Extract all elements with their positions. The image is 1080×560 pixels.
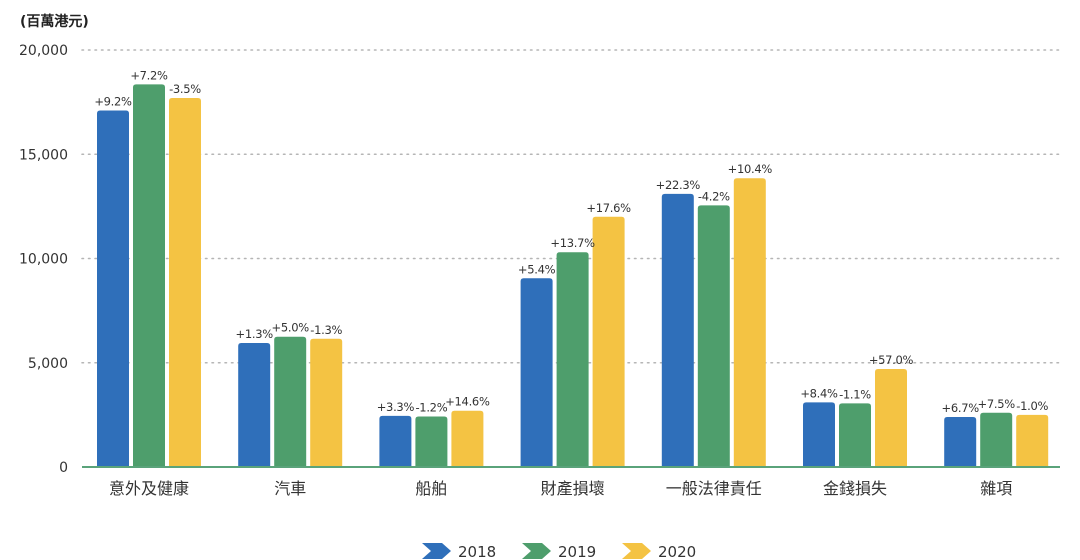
- data-label: -1.2%: [415, 401, 447, 415]
- bars: [97, 84, 1049, 468]
- y-tick-label: 10,000: [19, 252, 68, 268]
- legend-swatch-2019: [522, 543, 551, 559]
- bar-2018: [520, 278, 553, 467]
- y-tick-label: 0: [59, 460, 68, 476]
- data-label: +1.3%: [236, 327, 274, 341]
- category-label: 雜項: [980, 479, 1012, 498]
- data-label: +6.7%: [942, 401, 980, 415]
- data-label: +5.4%: [518, 262, 556, 276]
- data-label: +7.2%: [130, 68, 168, 82]
- bar-2018: [803, 402, 835, 467]
- bar-2020: [1016, 414, 1049, 467]
- bar-2019: [133, 84, 165, 467]
- legend-swatch-2020: [622, 543, 651, 559]
- data-label: -4.2%: [698, 189, 730, 203]
- y-tick-label: 5,000: [28, 356, 68, 372]
- bar-2018: [944, 416, 977, 467]
- category-label: 金錢損失: [823, 479, 887, 498]
- data-label: -1.1%: [839, 387, 871, 401]
- data-label: +57.0%: [869, 353, 914, 367]
- y-tick-label: 20,000: [19, 43, 68, 59]
- legend-swatch-2018: [422, 543, 451, 559]
- bar-2020: [169, 97, 201, 467]
- data-label: +7.5%: [978, 397, 1016, 411]
- bar-2020: [451, 410, 484, 467]
- data-labels: +9.2% +7.2%-3.5% +1.3%+5.0% -1.3% +3.3% -1.2%…: [94, 68, 1048, 415]
- bar-2019: [415, 416, 448, 467]
- data-label: +3.3%: [377, 400, 415, 414]
- bar-2019: [839, 403, 871, 467]
- category-label: 財產損壞: [541, 479, 605, 498]
- data-label: +5.0%: [272, 321, 310, 335]
- category-label: 意外及健康: [109, 479, 189, 498]
- legend-label: 2018: [458, 543, 496, 560]
- bar-2018: [379, 415, 412, 467]
- bar-2020: [875, 369, 907, 467]
- category-label: 汽車: [274, 479, 306, 498]
- bar-2019: [980, 412, 1013, 467]
- category-label: 船舶: [415, 479, 447, 498]
- bar-2020: [592, 216, 625, 467]
- legend: 2018 2019 2020: [422, 543, 696, 560]
- bar-2019: [274, 336, 307, 467]
- bar-2020: [310, 338, 343, 467]
- category-labels: 意外及健康 汽車 船舶 財產損壞 一般法律責任 金錢損失 雜項: [109, 479, 1012, 498]
- data-label: +22.3%: [656, 178, 701, 192]
- data-label: -1.3%: [310, 323, 342, 337]
- data-label: +10.4%: [728, 162, 773, 176]
- data-label: +9.2%: [94, 94, 132, 108]
- data-label: +17.6%: [586, 201, 631, 215]
- bar-2018: [238, 342, 271, 467]
- unit-label: (百萬港元): [20, 13, 89, 30]
- data-label: +8.4%: [800, 386, 838, 400]
- bar-2018: [661, 193, 694, 468]
- legend-label: 2020: [658, 543, 696, 560]
- legend-label: 2019: [558, 543, 596, 560]
- bar-2020: [733, 178, 766, 468]
- data-label: -1.0%: [1016, 399, 1048, 413]
- bar-2018: [97, 110, 129, 467]
- y-tick-label: 15,000: [19, 147, 68, 163]
- bar-2019: [556, 252, 589, 467]
- data-label: -3.5%: [169, 82, 201, 96]
- bar-2019: [697, 205, 730, 467]
- y-axis-ticks: 0 5,000 10,000 15,000 20,000: [19, 43, 68, 476]
- data-label: +13.7%: [550, 236, 595, 250]
- category-label: 一般法律責任: [666, 479, 762, 498]
- data-label: +14.6%: [445, 395, 490, 409]
